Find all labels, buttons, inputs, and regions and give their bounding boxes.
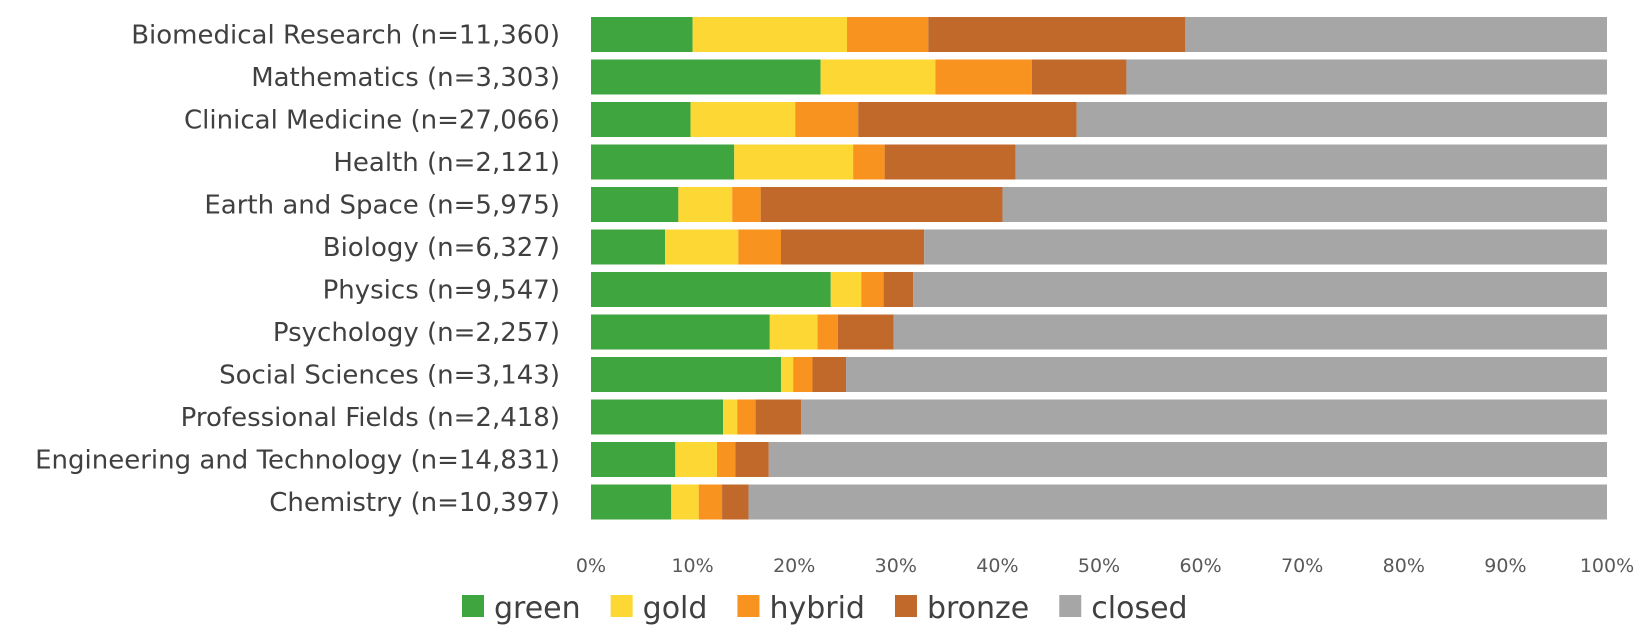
legend-swatch-closed [1059, 595, 1082, 617]
bar-segment-bronze [837, 314, 894, 350]
bar-segment-closed [1185, 17, 1607, 52]
category-label: Physics (n=9,547) [323, 276, 560, 306]
category-label: Earth and Space (n=5,975) [204, 191, 560, 221]
category-label: Psychology (n=2,257) [273, 318, 560, 348]
bars-layer [591, 17, 1607, 520]
x-tick-label: 70% [1281, 555, 1323, 577]
category-label: Engineering and Technology (n=14,831) [35, 446, 560, 476]
bar-segment-closed [801, 399, 1607, 435]
bar-segment-bronze [883, 272, 914, 307]
bar-segment-green [591, 399, 724, 435]
bar-segment-hybrid [732, 187, 761, 222]
legend-swatch-gold [610, 595, 633, 617]
bar-segment-closed [893, 314, 1607, 350]
bar-segment-closed [748, 484, 1607, 520]
bar-segment-hybrid [817, 314, 838, 350]
x-tick-label: 50% [1078, 555, 1120, 577]
x-tick-label: 90% [1484, 555, 1526, 577]
bar-segment-gold [692, 17, 848, 52]
category-label: Clinical Medicine (n=27,066) [184, 106, 560, 136]
bar-segment-gold [665, 229, 739, 265]
bar-segment-hybrid [853, 144, 885, 180]
x-tick-label: 30% [875, 555, 917, 577]
category-label: Biology (n=6,327) [323, 233, 560, 263]
bar-segment-green [591, 17, 693, 52]
bar-segment-closed [768, 442, 1607, 477]
bar-segment-green [591, 144, 735, 180]
bar-segment-gold [723, 399, 738, 435]
category-label: Health (n=2,121) [333, 148, 560, 178]
legend-swatch-bronze [894, 595, 917, 617]
legend-label-bronze: bronze [927, 591, 1029, 626]
legend: green gold hybrid bronze closed [462, 591, 1188, 626]
bar-segment-green [591, 102, 691, 137]
legend-label-gold: gold [643, 591, 708, 626]
bar-segment-hybrid [698, 484, 723, 520]
legend-swatch-green [462, 595, 484, 617]
x-tick-label: 40% [976, 555, 1018, 577]
bar-segment-green [591, 187, 679, 222]
bar-segment-closed [1076, 102, 1607, 137]
bar-segment-closed [1015, 144, 1607, 180]
bar-segment-bronze [1031, 59, 1127, 95]
bar-segment-gold [780, 357, 794, 392]
bar-segment-hybrid [861, 272, 884, 307]
bar-segment-closed [924, 229, 1607, 265]
bar-segment-closed [1126, 59, 1607, 95]
x-tick-label: 80% [1383, 555, 1425, 577]
legend-label-closed: closed [1091, 591, 1187, 626]
bar-segment-bronze [735, 442, 769, 477]
bar-segment-green [591, 442, 676, 477]
bar-segment-gold [678, 187, 733, 222]
bar-segment-hybrid [795, 102, 859, 137]
category-label: Professional Fields (n=2,418) [181, 403, 560, 433]
bar-segment-closed [846, 357, 1607, 392]
bar-segment-bronze [780, 229, 925, 265]
bar-segment-green [591, 272, 831, 307]
bar-segment-gold [734, 144, 854, 180]
bar-segment-hybrid [793, 357, 813, 392]
bar-segment-gold [675, 442, 717, 477]
bar-segment-green [591, 484, 672, 520]
legend-swatch-hybrid [737, 595, 760, 617]
x-axis-tick-labels: 0% 10% 20% 30% 40% 50% 60% 70% 80% 90% 100% [576, 555, 1634, 577]
bar-segment-bronze [884, 144, 1016, 180]
bar-segment-gold [830, 272, 862, 307]
bar-segment-closed [1002, 187, 1607, 222]
bar-segment-hybrid [935, 59, 1032, 95]
category-label: Mathematics (n=3,303) [251, 63, 560, 93]
bar-segment-bronze [760, 187, 1003, 222]
bar-segment-gold [769, 314, 818, 350]
legend-label-green: green [494, 591, 581, 626]
bar-segment-bronze [928, 17, 1186, 52]
bar-segment-bronze [858, 102, 1077, 137]
bar-segment-hybrid [738, 229, 781, 265]
bar-segment-bronze [722, 484, 749, 520]
bar-segment-green [591, 357, 781, 392]
x-tick-label: 0% [576, 555, 606, 577]
category-label: Biomedical Research (n=11,360) [131, 21, 560, 51]
x-tick-label: 60% [1179, 555, 1221, 577]
category-labels: Biomedical Research (n=11,360) Mathematic… [35, 21, 560, 519]
bar-segment-green [591, 59, 821, 95]
bar-segment-gold [690, 102, 796, 137]
bar-segment-green [591, 314, 770, 350]
category-label: Social Sciences (n=3,143) [219, 361, 560, 391]
bar-segment-hybrid [716, 442, 736, 477]
bar-segment-gold [820, 59, 936, 95]
legend-label-hybrid: hybrid [769, 591, 865, 626]
x-tick-label: 10% [671, 555, 713, 577]
bar-segment-hybrid [737, 399, 756, 435]
bar-segment-hybrid [847, 17, 929, 52]
bar-segment-gold [671, 484, 699, 520]
x-tick-label: 20% [773, 555, 815, 577]
category-label: Chemistry (n=10,397) [269, 488, 560, 518]
bar-segment-bronze [812, 357, 847, 392]
x-tick-label: 100% [1580, 555, 1634, 577]
bar-segment-green [591, 229, 666, 265]
bar-segment-bronze [755, 399, 802, 435]
bar-segment-closed [913, 272, 1607, 307]
